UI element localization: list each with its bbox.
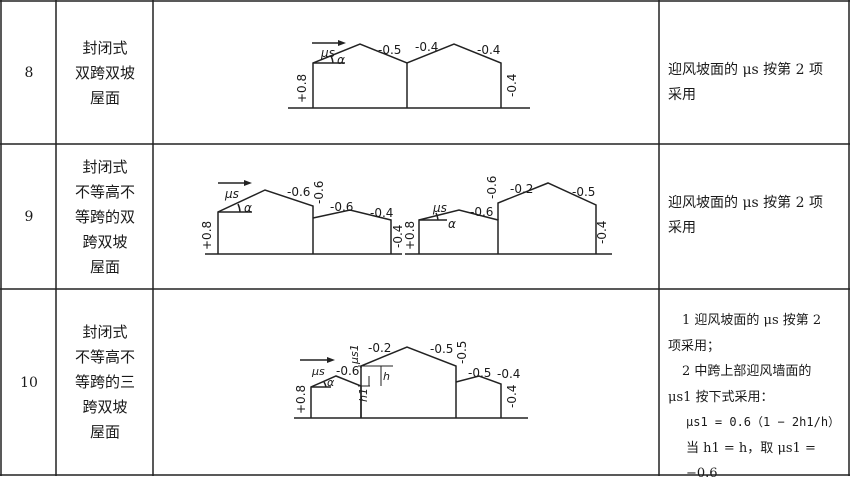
coef-label: -0.4 bbox=[391, 225, 405, 248]
row-10-note: 1 迎风坡面的 μs 按第 2 项采用； 2 中跨上部迎风墙面的 μs1 按下式… bbox=[668, 308, 846, 487]
row-8-note-line: 迎风坡面的 μs 按第 2 项 bbox=[668, 62, 823, 78]
row-10-name: 封闭式 不等高不 等跨的三 跨双坡 屋面 bbox=[57, 290, 153, 475]
row-9-note-line: 采用 bbox=[668, 220, 696, 236]
coef-label: +0.8 bbox=[295, 74, 309, 103]
row-10-note-line: μs1 按下式采用： bbox=[668, 389, 774, 405]
coef-label: -0.5 bbox=[430, 342, 453, 356]
coef-label: +0.8 bbox=[200, 221, 214, 250]
row-8-note-line: 采用 bbox=[668, 87, 696, 103]
coef-label: -0.4 bbox=[370, 206, 393, 220]
coef-label: +0.8 bbox=[294, 385, 308, 414]
coef-label: -0.2 bbox=[510, 182, 533, 196]
coef-label: -0.6 bbox=[485, 176, 499, 199]
row-10-note-line: 2 中跨上部迎风墙面的 bbox=[682, 364, 812, 379]
coef-label: -0.5 bbox=[572, 185, 595, 199]
row-8-note: 迎风坡面的 μs 按第 2 项 采用 bbox=[668, 58, 846, 108]
row-10-note-line: 项采用； bbox=[668, 338, 721, 354]
row-8-diagram: μs α -0.5 -0.4 -0.4 +0.8 -0.4 bbox=[288, 40, 530, 109]
wind-coef-label: μs bbox=[224, 187, 239, 201]
mu-s1-label: μs1 bbox=[348, 344, 361, 365]
coef-label: -0.6 bbox=[312, 181, 326, 204]
row-8-name: 封闭式 双跨双坡 屋面 bbox=[57, 2, 153, 144]
wind-coef-label: μs bbox=[311, 365, 325, 378]
coef-label: -0.6 bbox=[287, 185, 310, 199]
coef-label: -0.4 bbox=[415, 40, 438, 54]
coef-label: -0.5 bbox=[455, 341, 469, 364]
wind-coef-label: μs bbox=[432, 201, 447, 215]
alpha-label: α bbox=[448, 217, 456, 231]
row-8-number: 8 bbox=[24, 65, 34, 81]
alpha-label: α bbox=[337, 53, 345, 67]
coef-label: -0.5 bbox=[378, 43, 401, 57]
h-label: h bbox=[383, 370, 390, 383]
row-9-name-line: 等跨的双 bbox=[74, 207, 135, 226]
coef-label: -0.4 bbox=[497, 367, 520, 381]
row-10-name-line: 封闭式 bbox=[82, 323, 128, 341]
alpha-label: α bbox=[327, 376, 335, 389]
coef-label: -0.2 bbox=[368, 341, 391, 355]
coef-label: -0.6 bbox=[336, 364, 359, 378]
row-10-number: 10 bbox=[20, 374, 38, 391]
row-10-name-line: 等跨的三 bbox=[74, 373, 135, 391]
row-9-name-line: 封闭式 bbox=[82, 157, 128, 176]
row-10-diagram: μs α -0.6 μs1 h h1 -0.2 -0.5 -0.5 -0.5 -… bbox=[294, 341, 528, 419]
h1-label: h1 bbox=[357, 388, 370, 402]
coef-label: -0.6 bbox=[470, 205, 493, 219]
coef-label: -0.4 bbox=[505, 385, 519, 408]
row-9-name-line: 不等高不 bbox=[74, 182, 135, 201]
wind-coef-label: μs bbox=[320, 46, 335, 60]
row-9-diagram-b: μs α -0.6 -0.2 -0.5 +0.8 -0.6 -0.4 bbox=[403, 176, 612, 255]
row-9-name-line: 屋面 bbox=[89, 257, 120, 276]
row-9-number: 9 bbox=[24, 209, 34, 225]
coef-label: -0.4 bbox=[477, 43, 500, 57]
row-9-name-line: 跨双坡 bbox=[82, 232, 128, 251]
row-8-name-line: 屋面 bbox=[89, 88, 120, 107]
coef-label: -0.6 bbox=[330, 200, 353, 214]
coef-label: +0.8 bbox=[403, 221, 417, 250]
coef-label: -0.5 bbox=[468, 366, 491, 380]
row-10-name-line: 跨双坡 bbox=[82, 398, 128, 416]
row-8-name-line: 双跨双坡 bbox=[74, 63, 135, 82]
alpha-label: α bbox=[244, 201, 252, 215]
row-9-note: 迎风坡面的 μs 按第 2 项 采用 bbox=[668, 191, 846, 241]
row-9-diagram-a: μs α -0.6 -0.6 -0.4 +0.8 -0.6 -0.4 bbox=[200, 180, 405, 255]
row-10-name-line: 屋面 bbox=[89, 423, 120, 441]
row-9-note-line: 迎风坡面的 μs 按第 2 项 bbox=[668, 195, 823, 211]
row-10-note-line: 1 迎风坡面的 μs 按第 2 bbox=[682, 313, 822, 328]
row-9-name: 封闭式 不等高不 等跨的双 跨双坡 屋面 bbox=[57, 145, 153, 289]
coef-label: -0.4 bbox=[505, 74, 519, 97]
row-8-name-line: 封闭式 bbox=[82, 38, 128, 57]
table-grid bbox=[0, 0, 850, 476]
coef-label: -0.4 bbox=[595, 221, 609, 244]
row-10-formula: μs1 = 0.6（1 − 2h1/h） bbox=[686, 415, 841, 429]
row-10-name-line: 不等高不 bbox=[74, 348, 135, 366]
